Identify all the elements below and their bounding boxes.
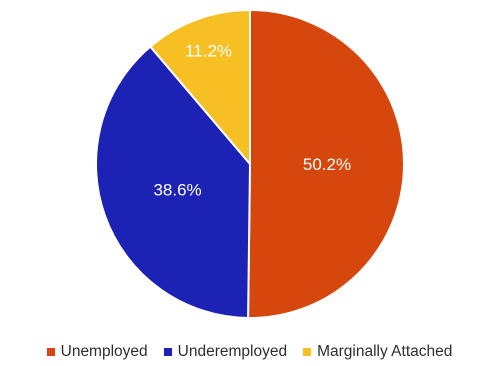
legend-swatch-marginally-attached — [303, 348, 312, 356]
slice-label-underemployed: 38.6% — [153, 181, 201, 200]
legend-item-unemployed[interactable]: Unemployed — [46, 343, 148, 361]
legend-label-underemployed: Underemployed — [177, 343, 288, 360]
legend-item-underemployed[interactable]: Underemployed — [163, 343, 288, 361]
legend: Unemployed Underemployed Marginally Atta… — [0, 343, 499, 361]
slice-label-unemployed: 50.2% — [303, 155, 351, 174]
legend-item-marginally-attached[interactable]: Marginally Attached — [303, 343, 452, 361]
legend-label-marginally-attached: Marginally Attached — [317, 343, 453, 360]
legend-swatch-underemployed — [163, 348, 172, 356]
pie-slice-unemployed[interactable] — [247, 9, 405, 319]
pie-slice-underemployed[interactable] — [95, 45, 251, 319]
slice-label-marginally-attached: 11.2% — [185, 42, 232, 61]
legend-swatch-unemployed — [46, 348, 55, 356]
pie-slice-marginally-attached[interactable] — [149, 9, 251, 165]
legend-label-unemployed: Unemployed — [60, 343, 148, 360]
